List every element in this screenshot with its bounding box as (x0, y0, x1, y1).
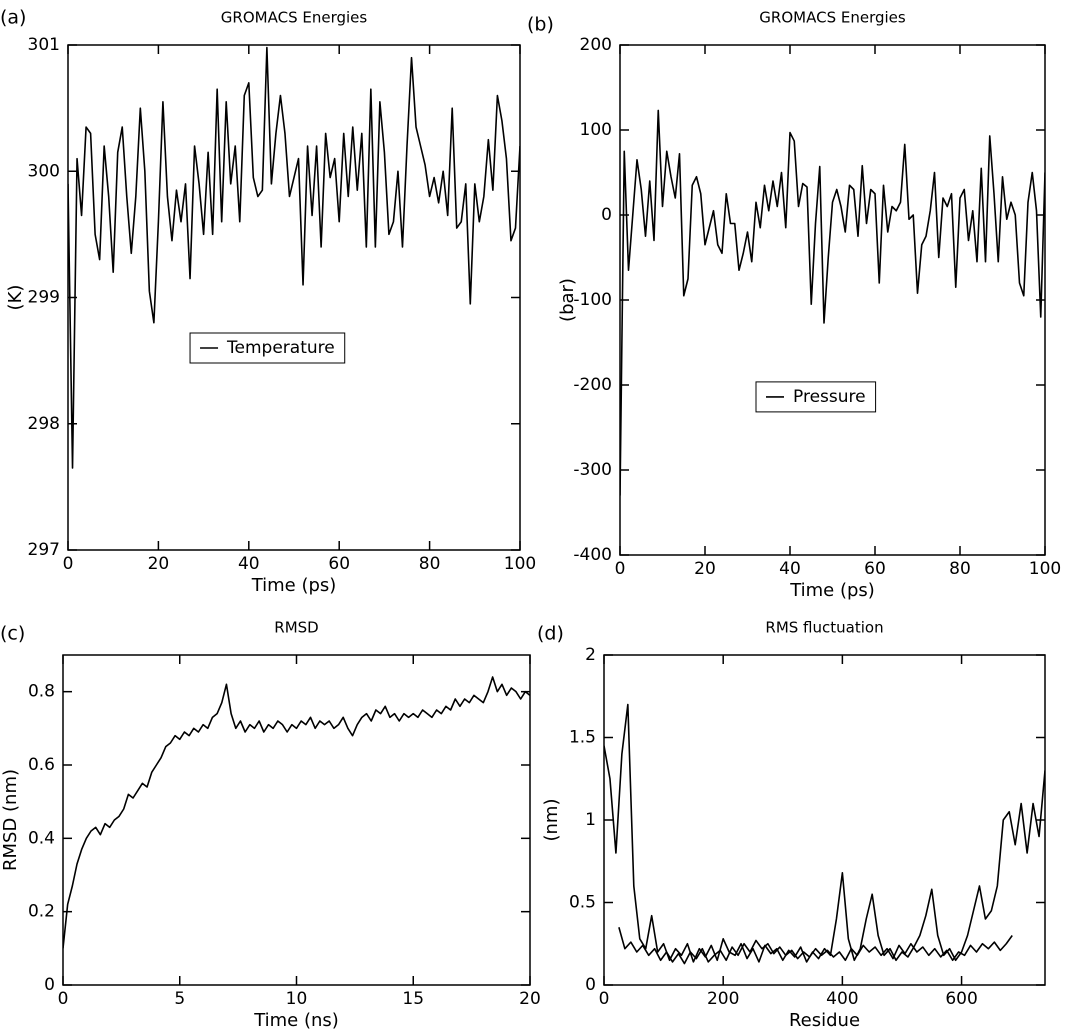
x-tick-label: 0 (58, 989, 69, 1009)
legend: Temperature (189, 332, 346, 364)
panel: (c) RMSD Time (ns) RMSD (nm) 0 5 10 15 20 0 0.2 0.4… (0, 619, 541, 1031)
data-line (604, 703, 1045, 963)
plot-frame (603, 654, 1046, 986)
y-tick-label: 300 (28, 161, 60, 181)
legend-label: Temperature (226, 338, 335, 358)
x-tick-label: 0 (63, 554, 74, 574)
y-tick-label: 0.5 (569, 893, 596, 913)
plot-frame (62, 654, 531, 986)
y-axis-label: RMSD (nm) (0, 769, 21, 871)
y-tick-label: -100 (573, 290, 612, 310)
chart-title: RMS fluctuation (765, 619, 883, 637)
x-tick-label: 40 (779, 559, 801, 579)
x-tick-label: 40 (238, 554, 260, 574)
panel-label: (a) (0, 7, 26, 29)
x-tick-label: 20 (148, 554, 170, 574)
y-tick-label: 0 (44, 975, 55, 995)
y-tick-label: 1 (585, 810, 596, 830)
y-tick-label: 301 (28, 35, 60, 55)
x-tick-label: 20 (694, 559, 716, 579)
plot-frame (619, 44, 1046, 556)
y-tick-label: 0.6 (28, 755, 55, 775)
x-tick-label: 80 (419, 554, 441, 574)
chart-title: GROMACS Energies (759, 9, 906, 27)
panel: (d) RMS fluctuation Residue (nm) 0 200 400 600 0… (537, 619, 1046, 1031)
data-line (620, 109, 1045, 496)
y-tick-label: 0 (585, 975, 596, 995)
x-tick-label: 600 (945, 989, 977, 1009)
x-tick-label: 100 (504, 554, 536, 574)
panel: (b) GROMACS Energies Time (ps) (bar) 0 20 40 60… (527, 9, 1061, 602)
y-tick-label: 0.2 (28, 902, 55, 922)
x-axis-label: Time (ps) (251, 575, 337, 596)
y-axis-label: (nm) (541, 799, 562, 842)
x-tick-label: 10 (286, 989, 308, 1009)
plot-frame (67, 44, 521, 551)
y-tick-label: -200 (573, 375, 612, 395)
y-tick-label: 200 (580, 35, 612, 55)
x-tick-label: 400 (826, 989, 858, 1009)
legend: Pressure (755, 381, 877, 413)
data-line (68, 46, 520, 469)
x-tick-label: 0 (615, 559, 626, 579)
y-tick-label: 299 (28, 288, 60, 308)
y-tick-label: -400 (573, 545, 612, 565)
y-tick-label: 297 (28, 540, 60, 560)
y-tick-label: -300 (573, 460, 612, 480)
y-tick-label: 0.8 (28, 682, 55, 702)
y-tick-label: 1.5 (569, 728, 596, 748)
y-tick-label: 0.4 (28, 828, 55, 848)
chart-title: GROMACS Energies (221, 9, 368, 27)
panel-label: (d) (537, 623, 564, 645)
y-tick-label: 298 (28, 414, 60, 434)
panel-label: (b) (527, 14, 554, 36)
x-tick-label: 200 (707, 989, 739, 1009)
panel: (a) GROMACS Energies Time (ps) (K) 0 20 40 60 80… (0, 7, 536, 597)
x-axis-label: Residue (789, 1010, 860, 1031)
panel-label: (c) (0, 623, 25, 645)
x-tick-label: 60 (864, 559, 886, 579)
y-tick-label: 2 (585, 645, 596, 665)
chart-title: RMSD (274, 619, 318, 637)
y-axis-label: (K) (5, 285, 26, 311)
x-axis-label: Time (ns) (253, 1010, 339, 1031)
x-tick-label: 80 (949, 559, 971, 579)
data-line (63, 676, 530, 949)
y-tick-label: 0 (601, 205, 612, 225)
data-line (618, 927, 1013, 965)
legend-label: Pressure (793, 387, 866, 407)
y-tick-label: 100 (580, 120, 612, 140)
y-axis-label: (bar) (557, 278, 578, 322)
x-tick-label: 15 (402, 989, 424, 1009)
x-axis-label: Time (ps) (789, 580, 875, 601)
x-tick-label: 20 (519, 989, 541, 1009)
x-tick-label: 60 (328, 554, 350, 574)
x-tick-label: 5 (174, 989, 185, 1009)
x-tick-label: 0 (599, 989, 610, 1009)
x-tick-label: 100 (1029, 559, 1061, 579)
